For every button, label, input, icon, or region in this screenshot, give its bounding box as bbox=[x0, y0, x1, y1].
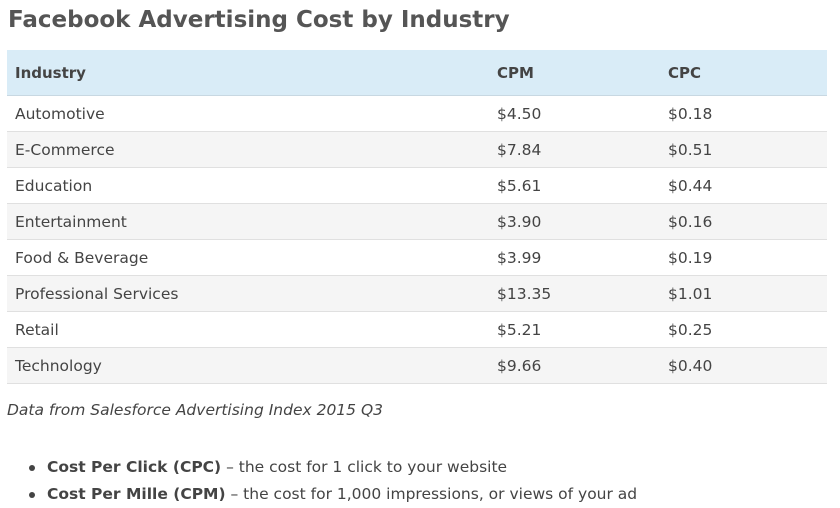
cpc-cell: $1.01 bbox=[660, 275, 827, 312]
industry-cell: Professional Services bbox=[7, 275, 489, 312]
cpc-cell: $0.40 bbox=[660, 347, 827, 384]
table-header-row: Industry CPM CPC bbox=[7, 50, 827, 96]
table-row: Education $5.61 $0.44 bbox=[7, 167, 827, 204]
list-item: Cost Per Mille (CPM) – the cost for 1,00… bbox=[25, 481, 637, 508]
definitions-list: Cost Per Click (CPC) – the cost for 1 cl… bbox=[25, 454, 637, 508]
cpc-cell: $0.51 bbox=[660, 131, 827, 168]
table-row: E-Commerce $7.84 $0.51 bbox=[7, 131, 827, 168]
industry-cost-table: Industry CPM CPC Automotive $4.50 $0.18 … bbox=[7, 50, 827, 384]
industry-cell: Entertainment bbox=[7, 203, 489, 240]
cpm-cell: $5.61 bbox=[489, 167, 660, 204]
table-row: Entertainment $3.90 $0.16 bbox=[7, 203, 827, 240]
table-row: Technology $9.66 $0.40 bbox=[7, 347, 827, 384]
bullet-icon bbox=[29, 465, 35, 471]
definition-term: Cost Per Click (CPC) bbox=[47, 458, 222, 476]
source-note: Data from Salesforce Advertising Index 2… bbox=[7, 401, 384, 419]
cpc-cell: $0.16 bbox=[660, 203, 827, 240]
definition-text: – the cost for 1 click to your website bbox=[221, 458, 508, 476]
definition-term: Cost Per Mille (CPM) bbox=[47, 485, 226, 503]
cpm-cell: $7.84 bbox=[489, 131, 660, 168]
industry-cell: Automotive bbox=[7, 95, 489, 132]
list-item: Cost Per Click (CPC) – the cost for 1 cl… bbox=[25, 454, 637, 481]
table-row: Professional Services $13.35 $1.01 bbox=[7, 275, 827, 312]
column-header-cpc: CPC bbox=[660, 50, 827, 96]
cpm-cell: $13.35 bbox=[489, 275, 660, 312]
cpm-cell: $5.21 bbox=[489, 311, 660, 348]
definition-text: – the cost for 1,000 impressions, or vie… bbox=[225, 485, 638, 503]
industry-cell: Technology bbox=[7, 347, 489, 384]
cpm-cell: $4.50 bbox=[489, 95, 660, 132]
cpm-cell: $3.90 bbox=[489, 203, 660, 240]
industry-cell: Education bbox=[7, 167, 489, 204]
cpm-cell: $9.66 bbox=[489, 347, 660, 384]
cpc-cell: $0.25 bbox=[660, 311, 827, 348]
table-row: Food & Beverage $3.99 $0.19 bbox=[7, 239, 827, 276]
industry-cell: Food & Beverage bbox=[7, 239, 489, 276]
table-row: Retail $5.21 $0.25 bbox=[7, 311, 827, 348]
bullet-icon bbox=[29, 492, 35, 498]
industry-cell: Retail bbox=[7, 311, 489, 348]
column-header-industry: Industry bbox=[7, 50, 489, 96]
industry-cell: E-Commerce bbox=[7, 131, 489, 168]
table-row: Automotive $4.50 $0.18 bbox=[7, 95, 827, 132]
cpm-cell: $3.99 bbox=[489, 239, 660, 276]
cpc-cell: $0.44 bbox=[660, 167, 827, 204]
column-header-cpm: CPM bbox=[489, 50, 660, 96]
cpc-cell: $0.19 bbox=[660, 239, 827, 276]
page-title: Facebook Advertising Cost by Industry bbox=[8, 7, 510, 33]
cpc-cell: $0.18 bbox=[660, 95, 827, 132]
